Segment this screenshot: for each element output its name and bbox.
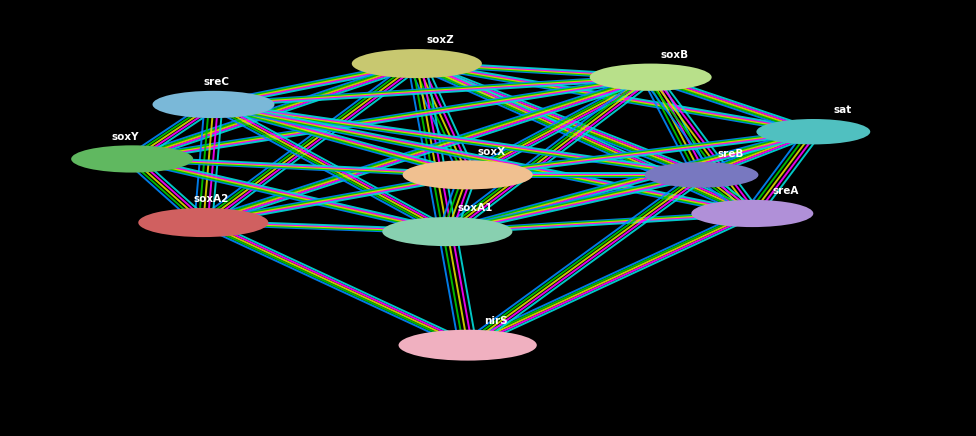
Text: sreA: sreA (773, 186, 799, 196)
Text: nirS: nirS (484, 316, 508, 326)
Circle shape (756, 119, 871, 144)
Circle shape (139, 208, 268, 237)
Circle shape (383, 217, 512, 246)
Text: sreB: sreB (717, 149, 744, 159)
Circle shape (644, 162, 758, 187)
Text: soxB: soxB (661, 50, 689, 60)
Circle shape (351, 49, 482, 78)
Text: soxX: soxX (478, 146, 506, 157)
Circle shape (71, 145, 193, 173)
Circle shape (691, 200, 813, 227)
Text: sreC: sreC (203, 77, 229, 87)
Text: soxA1: soxA1 (458, 204, 493, 214)
Circle shape (590, 64, 712, 91)
Circle shape (398, 330, 537, 361)
Text: sat: sat (834, 106, 852, 116)
Text: soxZ: soxZ (427, 35, 455, 45)
Circle shape (402, 160, 533, 189)
Text: soxY: soxY (112, 132, 140, 142)
Circle shape (152, 91, 274, 118)
Text: soxA2: soxA2 (193, 194, 228, 204)
